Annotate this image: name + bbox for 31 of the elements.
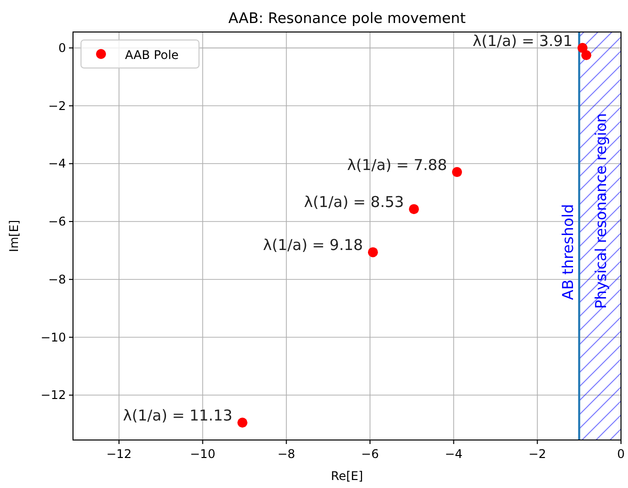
band-label: Physical resonance region [592,113,610,309]
y-tick-label: −10 [40,330,66,344]
annotation: λ(1/a) = 7.88 [347,156,448,174]
x-tick-label: −6 [361,447,379,461]
legend-label: AAB Pole [125,48,179,62]
y-tick-label: −4 [48,156,66,171]
x-tick-label: −8 [277,447,296,461]
point [581,50,592,60]
x-axis-title: Re[E] [330,469,364,483]
point [578,42,588,53]
annotation: λ(1/a) = 9.18 [263,236,363,254]
y-tick-label: −6 [48,214,66,229]
chart-title: AAB: Resonance pole movement [228,11,466,27]
ref-line-label: AB threshold [559,204,578,300]
y-tick-label: −2 [48,98,66,113]
annotation: λ(1/a) = 8.53 [304,193,404,212]
point [237,418,248,428]
annotation: λ(1/a) = 11.13 [123,406,232,425]
x-tick-label: −2 [528,447,546,461]
point [452,167,462,178]
y-axis-title: Im[E] [7,220,21,252]
x-tick-label: −4 [444,447,463,461]
x-tick-label: −12 [106,447,132,461]
x-tick-label: 0 [617,447,625,461]
x-tick-label: −10 [190,447,216,461]
point [408,204,419,214]
y-tick-label: −12 [40,388,66,402]
y-tick-label: −8 [48,272,66,286]
point [368,247,378,258]
y-tick-label: 0 [58,40,66,55]
annotation: λ(1/a) = 3.91 [472,32,573,50]
